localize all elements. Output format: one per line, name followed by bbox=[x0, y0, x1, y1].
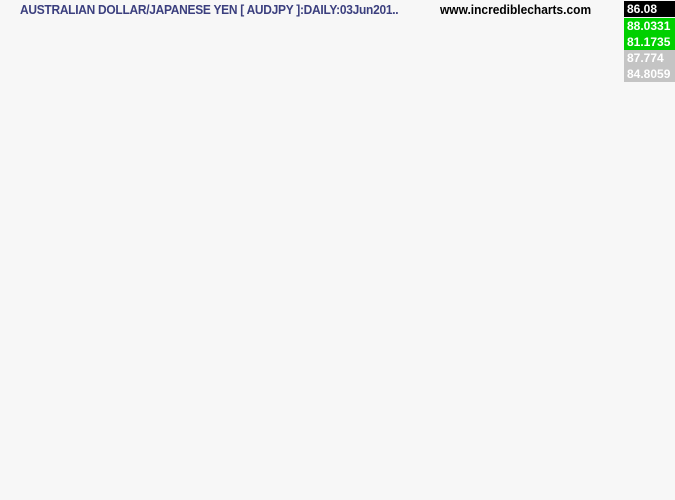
y-tick-label: 90.00 bbox=[581, 147, 611, 161]
x-tick-label: 11May11 bbox=[486, 484, 535, 498]
annotation-label: ASX200 bbox=[350, 24, 398, 39]
value-label-gray-2: 84.8059 bbox=[624, 66, 675, 82]
value-label-asx-1: 88.0331 bbox=[624, 18, 675, 34]
x-tick-label: 02Mar11 bbox=[387, 484, 435, 498]
value-label-audjpy-last: 86.08 bbox=[624, 1, 675, 17]
y-tick-label: 70.00 bbox=[581, 452, 611, 466]
site-url: www.incrediblecharts.com bbox=[440, 2, 592, 17]
x-tick-label: 04Aug10 bbox=[89, 484, 139, 498]
x-tick-label: 22Dec10 bbox=[288, 484, 337, 498]
x-tick-label: 13Oct10 bbox=[190, 484, 237, 498]
value-label-asx-2: 81.1735 bbox=[624, 34, 675, 50]
series-line-asx200 bbox=[25, 178, 543, 381]
series-line-audjpy bbox=[25, 157, 543, 401]
value-label-gray-1: 87.774 bbox=[624, 50, 675, 66]
y-tick-label: 80.00 bbox=[581, 290, 611, 304]
chart-title: AUSTRALIAN DOLLAR/JAPANESE YEN [ AUDJPY … bbox=[20, 2, 399, 17]
annotation-box bbox=[346, 20, 402, 41]
